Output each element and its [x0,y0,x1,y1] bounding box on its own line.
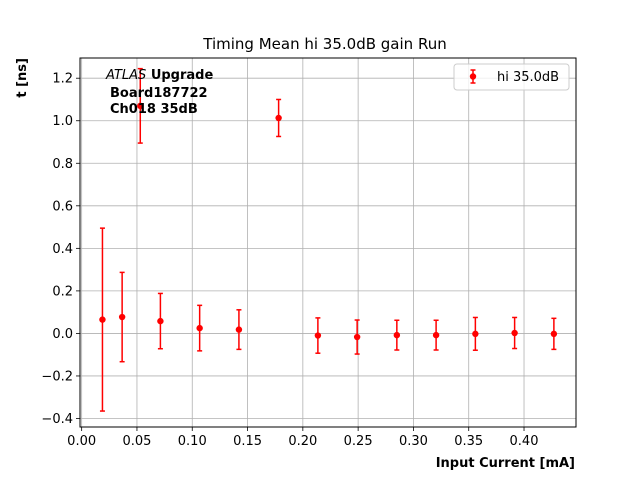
x-axis-ticks: 0.00 0.05 0.10 0.15 0.20 0.25 0.30 0.35 0.40 [67,427,538,449]
annotation-board: Board187722 [110,86,208,101]
data-point [353,333,361,341]
x-tick-label: 0.25 [344,434,373,449]
plot-frame [79,57,577,428]
y-tick-label: 1.0 [52,114,73,129]
x-axis-label: Input Current [mA] [436,456,575,471]
grid [80,58,576,427]
y-tick-label: −0.2 [41,369,73,384]
data-point [196,324,203,332]
x-tick-label: 0.15 [233,434,262,449]
data-point [511,329,518,337]
data-point [235,326,243,333]
legend-marker [469,73,477,80]
y-tick-label: 0.4 [52,242,73,257]
data-point [99,316,106,323]
y-tick-label: 1.2 [52,72,73,87]
y-axis-ticks: −0.4 −0.2 0.0 0.2 0.4 0.6 0.8 1.0 1.2 [41,72,80,427]
x-tick-label: 0.05 [122,434,151,449]
annotation-upgrade-text: Upgrade [151,68,214,83]
y-axis-label: t [ns] [15,58,30,98]
x-tick-label: 0.20 [288,434,317,449]
data-point [157,317,164,325]
annotation-channel: Ch018 35dB [110,102,198,117]
annotation-atlas: ATLAS [105,68,146,83]
y-tick-label: 0.8 [52,157,73,172]
data-point [393,331,401,339]
x-tick-label: 0.30 [399,434,428,449]
atlas-annotation: ATLAS Upgrade Board187722 Ch018 35dB [105,68,213,117]
x-tick-label: 0.40 [510,434,539,449]
data-point [118,313,126,321]
y-tick-label: 0.2 [52,284,73,299]
x-tick-label: 0.10 [178,434,207,449]
y-tick-label: 0.6 [52,199,73,214]
data-point [432,331,440,339]
legend-label: hi 35.0dB [497,70,559,85]
x-tick-label: 0.35 [454,434,483,449]
x-tick-label: 0.00 [67,434,96,449]
series-hi-35dB [99,67,558,412]
data-point [314,332,322,339]
chart-title: Timing Mean hi 35.0dB gain Run [202,35,446,53]
data-point [472,330,479,338]
legend: hi 35.0dB [453,63,570,91]
data-point [137,102,144,110]
y-tick-label: 0.0 [52,327,73,342]
annotation-line-1: ATLAS Upgrade [105,68,213,83]
data-point [550,330,558,338]
legend-box [453,63,570,91]
y-tick-label: −0.4 [41,412,73,427]
data-point [275,114,282,122]
